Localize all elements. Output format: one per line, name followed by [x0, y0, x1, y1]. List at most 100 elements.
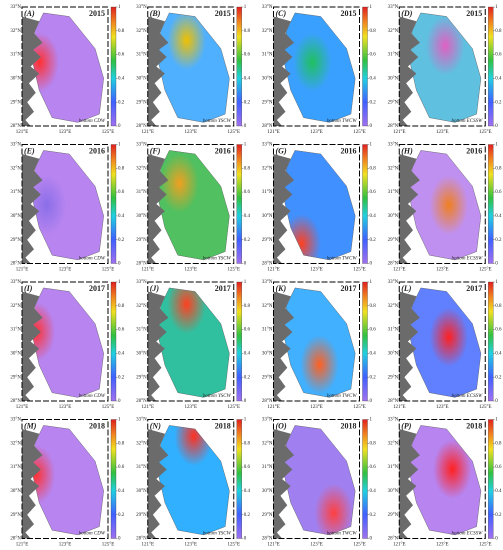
- water-mass: bottom ECSSW: [452, 257, 484, 262]
- colorbar-tick-label: 0.2: [244, 100, 251, 105]
- lon-label: 121°E: [267, 130, 280, 135]
- lat-label: 33°N: [136, 280, 147, 285]
- lon-label: 121°E: [267, 268, 280, 273]
- colorbar-tick-label: 0: [244, 124, 247, 129]
- colorbar-tick-label: 0.6: [118, 328, 125, 333]
- lat-label: 28°N: [10, 262, 21, 267]
- water-mass: bottom CDW: [79, 394, 106, 399]
- land: [273, 429, 295, 539]
- lon-label: 125°E: [479, 268, 492, 273]
- map-frame: [21, 281, 109, 402]
- colorbar-tick-label: 0.6: [370, 465, 377, 470]
- lat-label: 33°N: [388, 143, 399, 148]
- colorbar-tick-label: 0.8: [495, 166, 502, 171]
- lon-label: 125°E: [353, 130, 366, 135]
- panel-label: (M): [24, 421, 37, 430]
- colorbar: [362, 144, 368, 264]
- lon-label: 123°E: [436, 543, 449, 548]
- panel-label: (C): [276, 9, 287, 18]
- lat-label: 30°N: [136, 214, 147, 219]
- lat-label: 30°N: [136, 77, 147, 82]
- lat-label: 29°N: [388, 238, 399, 243]
- lat-label: 30°N: [10, 352, 21, 357]
- lat-label: 32°N: [136, 29, 147, 34]
- lat-label: 33°N: [262, 5, 273, 10]
- panel-label: (G): [276, 146, 287, 155]
- colorbar-tick-label: 0.8: [244, 441, 251, 446]
- lat-label: 32°N: [388, 29, 399, 34]
- lat-label: 30°N: [388, 77, 399, 82]
- colorbar-tick-label: 0.6: [370, 53, 377, 58]
- lat-label: 30°N: [388, 214, 399, 219]
- panel-label: (P): [401, 421, 412, 430]
- panel-label: (D): [401, 9, 412, 18]
- colorbar-tick-label: 0.6: [495, 465, 502, 470]
- colorbar-tick-label: 0.4: [370, 77, 377, 82]
- lat-label: 32°N: [388, 441, 399, 446]
- lat-label: 33°N: [136, 5, 147, 10]
- lon-label: 125°E: [353, 405, 366, 410]
- map-frame: [147, 6, 235, 127]
- lat-label: 31°N: [136, 190, 147, 195]
- colorbar-tick-label: 0.8: [244, 304, 251, 309]
- colorbar: [110, 281, 117, 402]
- panel-year: 2016: [341, 146, 357, 155]
- lat-label: 28°N: [262, 124, 273, 129]
- lat-label: 31°N: [136, 53, 147, 58]
- map-frame: [273, 281, 360, 402]
- lon-label: 125°E: [102, 130, 115, 135]
- colorbar-tick-label: 1: [244, 280, 247, 285]
- lat-label: 29°N: [10, 100, 21, 105]
- panel-label: (K): [276, 284, 287, 293]
- colorbar-tick-label: 0: [118, 262, 121, 267]
- panel-year: 2016: [466, 146, 482, 155]
- lat-label: 28°N: [262, 537, 273, 542]
- lat-label: 28°N: [10, 399, 21, 404]
- colorbar-tick-label: 1: [370, 143, 373, 148]
- colorbar-tick-label: 0.6: [118, 190, 125, 195]
- lat-label: 31°N: [262, 190, 273, 195]
- lat-label: 31°N: [262, 328, 273, 333]
- panel-year: 2015: [215, 9, 231, 18]
- map-frame: [273, 144, 360, 264]
- panel-label: (H): [401, 146, 413, 155]
- lat-label: 32°N: [10, 304, 21, 309]
- lon-label: 125°E: [353, 543, 366, 548]
- lat-label: 33°N: [10, 143, 21, 148]
- lon-label: 123°E: [184, 405, 197, 410]
- colorbar-tick-label: 0.8: [118, 304, 125, 309]
- colorbar-tick-label: 0: [495, 537, 498, 542]
- colorbar-tick-label: 0: [370, 262, 373, 267]
- lat-label: 32°N: [262, 441, 273, 446]
- lon-label: 123°E: [310, 543, 323, 548]
- lat-label: 28°N: [10, 537, 21, 542]
- lat-label: 31°N: [136, 328, 147, 333]
- panel-label: (A): [24, 9, 35, 18]
- colorbar-tick-label: 0: [370, 537, 373, 542]
- lon-label: 121°E: [16, 268, 29, 273]
- lon-label: 121°E: [141, 543, 154, 548]
- lat-label: 28°N: [136, 262, 147, 267]
- lon-label: 125°E: [479, 130, 492, 135]
- colorbar-tick-label: 0.8: [370, 441, 377, 446]
- lon-label: 121°E: [393, 405, 406, 410]
- map-frame: [398, 281, 486, 402]
- colorbar-tick-label: 0.6: [370, 190, 377, 195]
- lat-label: 30°N: [10, 77, 21, 82]
- colorbar-tick-label: 0.8: [118, 29, 125, 34]
- lon-label: 125°E: [227, 268, 240, 273]
- lon-label: 123°E: [59, 130, 72, 135]
- colorbar-tick-label: 0.8: [495, 441, 502, 446]
- lat-label: 33°N: [388, 418, 399, 423]
- panel-year: 2017: [89, 284, 105, 293]
- panel-label: (J): [150, 284, 160, 293]
- lat-label: 32°N: [388, 304, 399, 309]
- colorbar-tick-label: 0.2: [244, 513, 251, 518]
- lat-label: 29°N: [388, 100, 399, 105]
- map-frame: [273, 419, 360, 539]
- panel-label: (I): [24, 284, 33, 293]
- lon-label: 125°E: [227, 130, 240, 135]
- lon-label: 123°E: [310, 405, 323, 410]
